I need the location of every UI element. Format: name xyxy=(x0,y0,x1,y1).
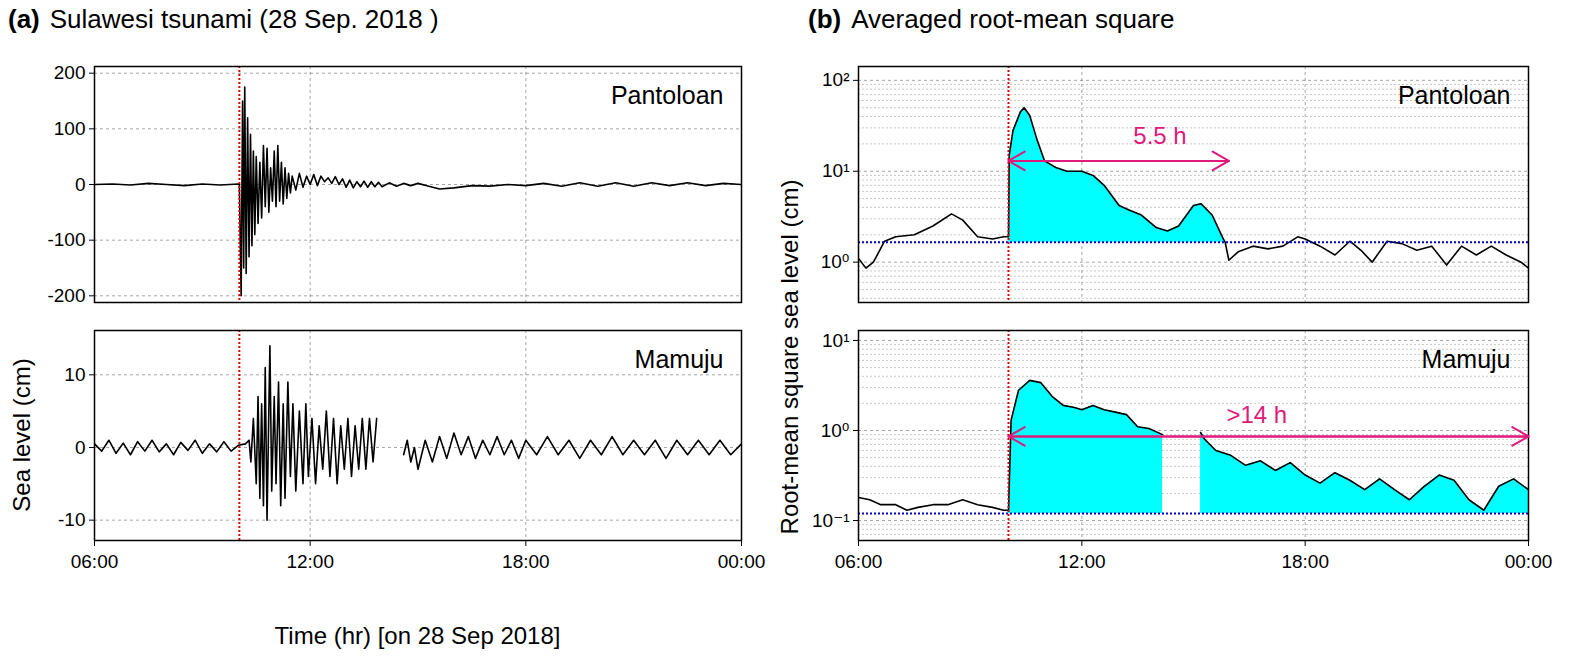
svg-text:100: 100 xyxy=(54,118,86,139)
svg-text:Pantoloan: Pantoloan xyxy=(611,81,724,109)
svg-text:10¹: 10¹ xyxy=(822,330,849,351)
svg-text:12:00: 12:00 xyxy=(286,551,334,572)
html-text:Time (hr) [on 28 Sep 2018]: Time (hr) [on 28 Sep 2018] xyxy=(274,622,561,649)
html-text:Sea level (cm): Sea level (cm) xyxy=(8,358,35,512)
svg-text:0: 0 xyxy=(75,437,86,458)
svg-text:10⁰: 10⁰ xyxy=(821,251,850,272)
svg-text:Mamuju: Mamuju xyxy=(635,345,724,373)
svg-text:18:00: 18:00 xyxy=(502,551,550,572)
svg-text:12:00: 12:00 xyxy=(1058,551,1106,572)
svg-text:06:00: 06:00 xyxy=(71,551,119,572)
svg-text:00:00: 00:00 xyxy=(718,551,766,572)
html-text:(b) Averaged root-mean square: (b) Averaged root-mean square xyxy=(808,4,1175,34)
svg-text:200: 200 xyxy=(54,62,86,83)
svg-text:5.5 h: 5.5 h xyxy=(1133,122,1186,149)
svg-text:Pantoloan: Pantoloan xyxy=(1398,81,1511,109)
svg-text:10¹: 10¹ xyxy=(822,160,849,181)
svg-text:10⁰: 10⁰ xyxy=(821,420,850,441)
svg-text:0: 0 xyxy=(75,174,86,195)
svg-text:06:00: 06:00 xyxy=(835,551,883,572)
svg-text:10⁻¹: 10⁻¹ xyxy=(812,510,850,531)
svg-text:>14 h: >14 h xyxy=(1226,401,1287,428)
html-text:Root-mean square sea level (cm: Root-mean square sea level (cm) xyxy=(776,179,803,535)
svg-text:-100: -100 xyxy=(47,229,85,250)
svg-text:-10: -10 xyxy=(58,509,85,530)
svg-text:10: 10 xyxy=(64,364,85,385)
html-text:(a) Sulawesi tsunami (28 Sep.: (a) Sulawesi tsunami (28 Sep. 2018 ) xyxy=(8,4,439,34)
svg-text:Mamuju: Mamuju xyxy=(1422,345,1511,373)
svg-text:10²: 10² xyxy=(822,69,849,90)
svg-text:00:00: 00:00 xyxy=(1505,551,1553,572)
svg-text:-200: -200 xyxy=(47,285,85,306)
svg-text:18:00: 18:00 xyxy=(1281,551,1329,572)
